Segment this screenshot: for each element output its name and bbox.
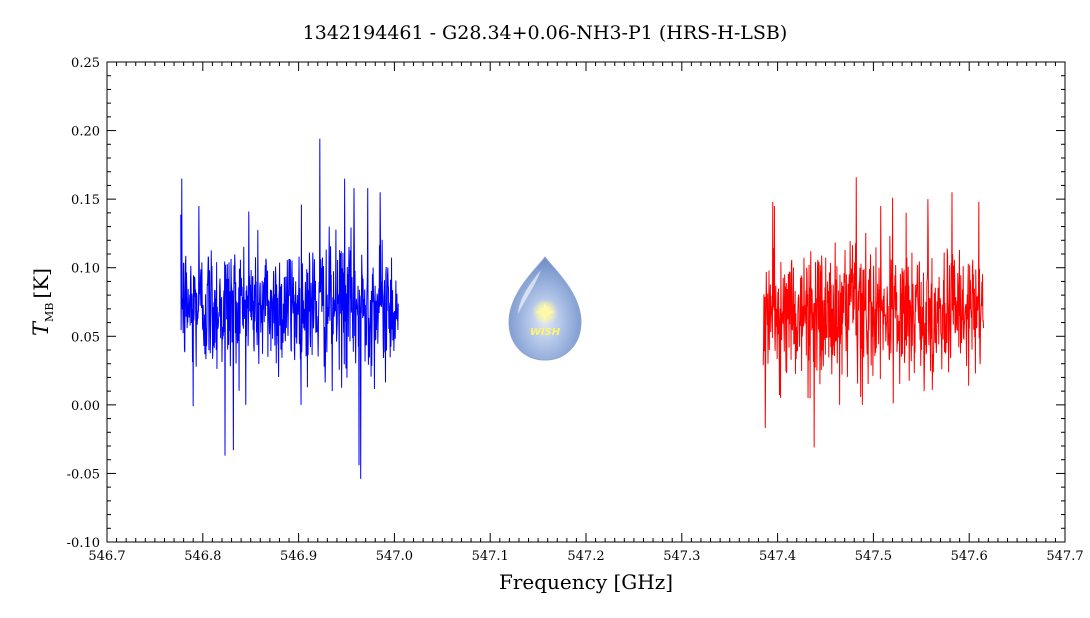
- x-tick-label: 546.7: [88, 549, 125, 564]
- y-tick-label: 0.20: [71, 125, 100, 140]
- logo-label: WISH: [530, 327, 561, 338]
- y-tick-label: 0.05: [71, 330, 100, 345]
- x-axis-label: Frequency [GHz]: [499, 570, 673, 594]
- series-line-red: [762, 177, 985, 448]
- x-tick-label: 547.2: [567, 549, 604, 564]
- y-tick-label: 0.25: [71, 56, 100, 71]
- wish-logo: WISH: [508, 256, 582, 361]
- chart-title: 1342194461 - G28.34+0.06-NH3-P1 (HRS-H-L…: [303, 22, 788, 44]
- series-layer: [180, 138, 985, 479]
- y-tick-label: -0.10: [67, 536, 100, 551]
- series-line-blue: [180, 138, 399, 479]
- x-tick-label: 547.5: [855, 549, 892, 564]
- y-axis-label-unit: [K]: [29, 268, 53, 299]
- svg-text:TMB[K]: TMB [K]: [29, 268, 56, 336]
- y-axis-label-main: T: [29, 320, 53, 336]
- x-tick-label: 547.3: [663, 549, 700, 564]
- x-tick-labels: 546.7 546.8 546.9 547.0 547.1 547.2 547.3 547.4…: [88, 549, 1083, 564]
- x-tick-label: 547.1: [472, 549, 509, 564]
- y-tick-label: 0.10: [71, 262, 100, 277]
- x-tick-label: 546.9: [280, 549, 317, 564]
- x-tick-label: 547.4: [759, 549, 796, 564]
- y-tick-labels: -0.10 -0.05 0.00 0.05 0.10 0.15 0.20 0.25: [67, 56, 100, 551]
- y-axis-label-sub: MB: [43, 303, 56, 322]
- axis-ticks: [106, 61, 1066, 543]
- x-tick-label: 547.0: [376, 549, 413, 564]
- y-tick-label: 0.15: [71, 193, 100, 208]
- y-axis-label: TMB [K]: [29, 268, 56, 336]
- y-tick-label: -0.05: [67, 467, 100, 482]
- x-tick-label: 547.7: [1046, 549, 1083, 564]
- x-tick-label: 547.6: [951, 549, 988, 564]
- x-tick-label: 546.8: [184, 549, 221, 564]
- y-tick-label: 0.00: [71, 399, 100, 414]
- drop-highlight: [518, 270, 541, 314]
- star-rays: [535, 302, 555, 322]
